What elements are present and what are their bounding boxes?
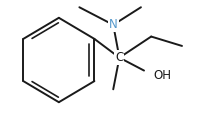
Text: OH: OH (153, 69, 171, 82)
Text: N: N (109, 18, 118, 31)
Text: C: C (115, 51, 124, 64)
